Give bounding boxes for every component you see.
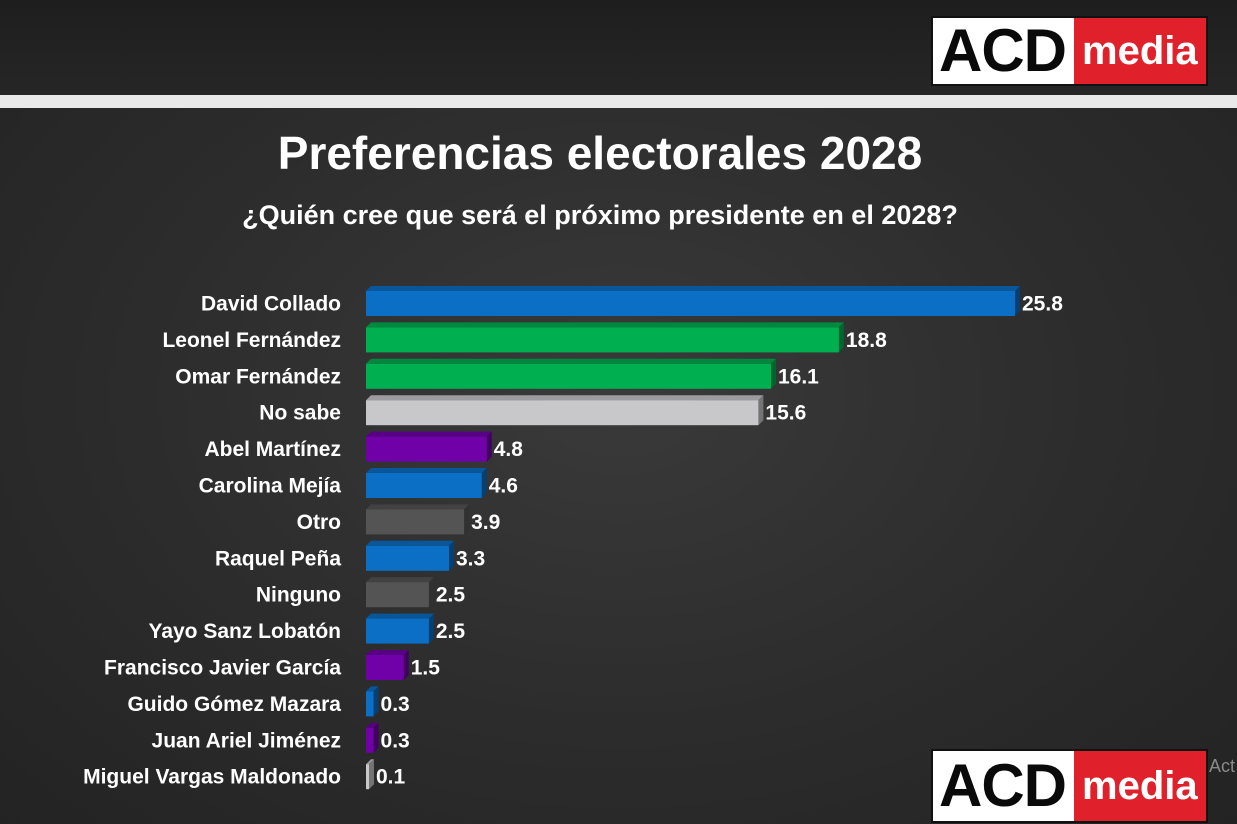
bar: [366, 291, 1015, 316]
chart-title: Preferencias electorales 2028: [277, 127, 923, 179]
value-label: 18.8: [846, 329, 887, 352]
bar: [366, 618, 429, 644]
bar-side-face: [758, 395, 764, 426]
bar-side-face: [838, 322, 844, 353]
header-divider: [0, 95, 1237, 108]
bar-side-face: [486, 431, 492, 462]
category-label: No sabe: [259, 402, 341, 425]
bar: [366, 363, 771, 389]
category-label: Leonel Fernández: [162, 329, 341, 352]
acd-media-logo-top: ACD media: [931, 16, 1208, 86]
category-label: Juan Ariel Jiménez: [152, 729, 341, 752]
bar: [366, 545, 450, 571]
category-label: Miguel Vargas Maldonado: [83, 766, 341, 789]
bar: [366, 400, 759, 426]
bar-top-face: [366, 286, 1020, 291]
bar-side-face: [403, 650, 409, 680]
category-label: Yayo Sanz Lobatón: [148, 620, 341, 643]
value-label: 3.3: [456, 547, 485, 570]
bar-side-face: [481, 468, 487, 498]
bar: [366, 582, 429, 608]
bar-side-face: [373, 686, 379, 717]
value-label: 16.1: [778, 365, 819, 388]
bar: [366, 764, 369, 790]
value-label: 25.8: [1022, 293, 1063, 316]
chart-background: [0, 108, 1237, 824]
category-label: Omar Fernández: [175, 365, 341, 388]
bar: [366, 655, 404, 680]
bar: [366, 473, 482, 498]
value-label: 2.5: [436, 584, 466, 607]
value-label: 3.9: [471, 511, 500, 534]
value-label: 4.6: [489, 475, 518, 498]
bar-top-face: [366, 650, 409, 655]
bar-side-face: [428, 577, 434, 608]
bar-top-face: [366, 577, 434, 583]
bar: [366, 691, 374, 717]
value-label: 0.3: [381, 693, 410, 716]
value-label: 1.5: [411, 657, 441, 680]
category-label: Raquel Peña: [215, 547, 341, 570]
bar-top-face: [366, 395, 764, 401]
bar: [366, 727, 374, 753]
value-label: 0.3: [381, 729, 410, 752]
value-label: 0.1: [376, 766, 406, 789]
logo-media-text: media: [1074, 18, 1206, 84]
bar-side-face: [373, 722, 379, 753]
chart-subtitle: ¿Quién cree que será el próximo presiden…: [242, 200, 958, 230]
category-label: Carolina Mejía: [199, 475, 342, 498]
value-label: 2.5: [436, 620, 466, 643]
bar-side-face: [770, 358, 776, 389]
logo-media-text: media: [1074, 751, 1206, 821]
category-label: Otro: [297, 511, 341, 534]
bar-side-face: [464, 504, 470, 535]
category-label: Francisco Javier García: [104, 657, 341, 680]
bar-top-face: [366, 431, 492, 437]
activation-watermark: Act: [1209, 756, 1236, 776]
category-label: Ninguno: [256, 584, 341, 607]
bar-top-face: [366, 322, 844, 328]
bar-top-face: [366, 686, 379, 692]
bar-side-face: [1015, 286, 1020, 316]
bar: [366, 509, 465, 535]
category-label: David Collado: [201, 293, 341, 316]
bar-side-face: [369, 759, 374, 790]
bar-top-face: [366, 613, 434, 619]
logo-acd-text: ACD: [933, 18, 1074, 84]
acd-media-logo-bottom: ACD media: [931, 749, 1208, 823]
value-label: 4.8: [494, 438, 524, 461]
bar-side-face: [428, 613, 434, 644]
bar-top-face: [366, 722, 379, 728]
bar-top-face: [366, 468, 487, 473]
bar-top-face: [366, 504, 470, 510]
value-label: 15.6: [765, 402, 806, 425]
bar-top-face: [366, 358, 776, 364]
logo-acd-text: ACD: [933, 751, 1074, 821]
bar: [366, 436, 487, 462]
bar-top-face: [366, 759, 374, 765]
bar: [366, 327, 839, 353]
bar-side-face: [449, 540, 455, 571]
category-label: Guido Gómez Mazara: [127, 693, 341, 716]
category-label: Abel Martínez: [204, 438, 341, 461]
bar-top-face: [366, 540, 455, 546]
